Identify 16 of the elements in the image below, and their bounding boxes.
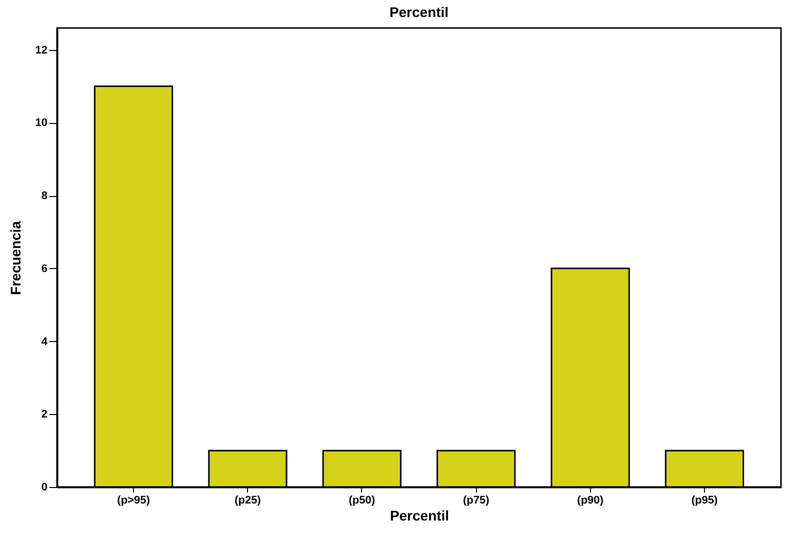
y-tick-label: 10 bbox=[35, 117, 48, 130]
x-tick-label: (p25) bbox=[234, 494, 262, 506]
x-tick-label: (p90) bbox=[577, 494, 604, 506]
x-tick-label: (p95) bbox=[691, 494, 718, 506]
y-tick-label: 6 bbox=[41, 262, 48, 275]
y-tick-label: 4 bbox=[41, 336, 48, 348]
y-axis-title: Frecuencia bbox=[7, 220, 24, 295]
x-tick-label: (p75) bbox=[462, 494, 490, 506]
y-tick-label: 0 bbox=[41, 482, 48, 494]
chart-title: Percentil bbox=[389, 4, 449, 20]
y-tick-label: 2 bbox=[41, 408, 48, 421]
x-tick-label: (p>95) bbox=[117, 494, 150, 506]
y-tick-label: 12 bbox=[35, 44, 48, 56]
x-tick-label: (p50) bbox=[348, 494, 376, 506]
y-tick-label: 8 bbox=[41, 190, 48, 202]
x-axis-title: Percentil bbox=[390, 508, 450, 524]
